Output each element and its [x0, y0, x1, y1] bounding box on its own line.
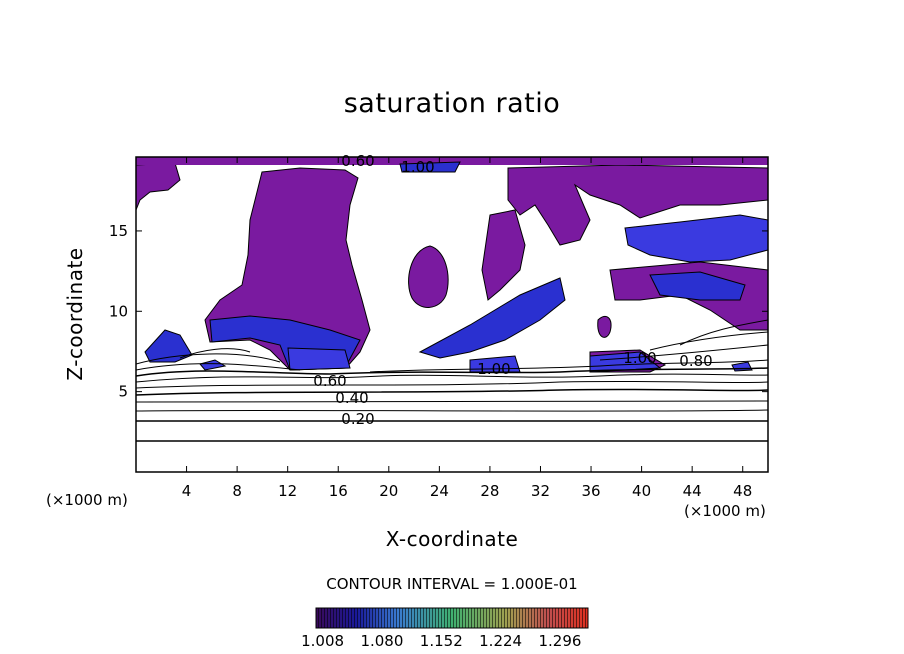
colorbar-tick-label: 1.008 [301, 632, 344, 650]
x-unit-label-right: (×1000 m) [684, 502, 766, 520]
band-small-right [731, 361, 753, 372]
band-diagonal [418, 277, 566, 359]
x-tick-label: 12 [278, 482, 297, 500]
x-tick-label: 24 [430, 482, 449, 500]
contour-label: 1.00 [401, 158, 434, 176]
region-top-left [136, 162, 181, 211]
x-axis: 4 8 12 16 20 24 28 32 36 40 44 48 [182, 157, 752, 500]
x-tick-label: 36 [581, 482, 600, 500]
region-mid-blob [408, 245, 449, 308]
saturation-field [136, 157, 768, 442]
y-tick-label: 15 [109, 222, 128, 240]
colorbar-stripes [316, 608, 588, 628]
colorbar [315, 607, 589, 629]
chart-title: saturation ratio [343, 88, 561, 119]
y-tick-label: 5 [118, 383, 128, 401]
plot-frame [135, 156, 769, 473]
contour-label: 0.80 [679, 352, 712, 370]
x-tick-label: 8 [232, 482, 242, 500]
x-tick-label: 20 [379, 482, 398, 500]
x-unit-label-left: (×1000 m) [46, 491, 128, 509]
x-tick-label: 48 [733, 482, 752, 500]
band-small-left [199, 359, 227, 371]
contour-interval: CONTOUR INTERVAL = 1.000E-01 [326, 575, 578, 593]
x-tick-label: 4 [182, 482, 192, 500]
region-small-right [597, 316, 612, 338]
contour-label: 0.60 [313, 372, 346, 390]
contour-label: 1.00 [477, 360, 510, 378]
colorbar-ticks: 1.008 1.080 1.152 1.224 1.296 [301, 632, 581, 650]
contour-labels: 0.200.400.600.600.801.001.001.00 [313, 152, 712, 428]
y-tick-label: 10 [109, 302, 128, 320]
x-tick-label: 16 [329, 482, 348, 500]
y-axis: 5 10 15 [109, 222, 768, 401]
x-tick-label: 32 [531, 482, 550, 500]
x-tick-label: 40 [632, 482, 651, 500]
top-strip [136, 157, 768, 165]
colorbar-frame [315, 607, 589, 629]
region-upper-right [507, 164, 768, 246]
contour-label: 1.00 [623, 349, 656, 367]
region-right-column [481, 209, 526, 301]
contour-label: 0.40 [335, 389, 368, 407]
contour-label: 0.20 [341, 410, 374, 428]
colorbar-tick-label: 1.080 [360, 632, 403, 650]
colorbar-tick-label: 1.152 [420, 632, 463, 650]
x-axis-label: X-coordinate [385, 527, 519, 551]
colorbar-tick-label: 1.296 [538, 632, 581, 650]
band-right-mid [649, 271, 746, 301]
contour-lines [136, 319, 768, 442]
y-axis-label: Z-coordinate [63, 181, 87, 380]
contour-label: 0.60 [341, 152, 374, 170]
x-tick-label: 28 [480, 482, 499, 500]
band-upper-right [624, 214, 768, 263]
colorbar-tick-label: 1.224 [479, 632, 522, 650]
band-center-low [287, 347, 351, 371]
x-tick-label: 44 [683, 482, 702, 500]
top-strip-right [399, 161, 461, 173]
y-axis-label-text: Z-coordinate [63, 247, 87, 381]
